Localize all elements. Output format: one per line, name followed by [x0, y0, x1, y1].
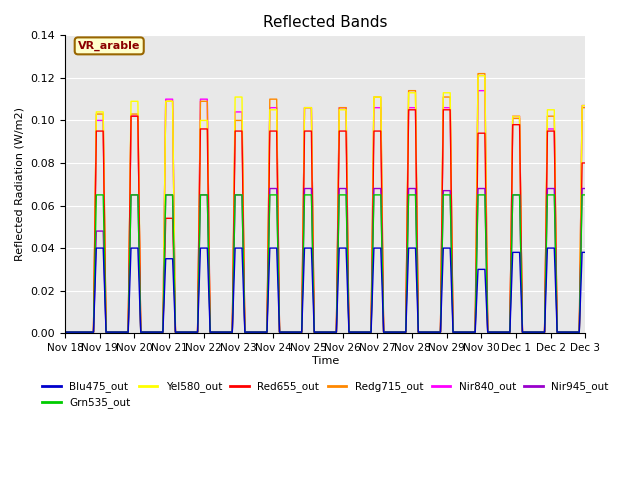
- Legend: Blu475_out, Grn535_out, Yel580_out, Red655_out, Redg715_out, Nir840_out, Nir945_: Blu475_out, Grn535_out, Yel580_out, Red6…: [38, 377, 612, 412]
- Y-axis label: Reflected Radiation (W/m2): Reflected Radiation (W/m2): [15, 107, 25, 261]
- Text: VR_arable: VR_arable: [78, 41, 140, 51]
- Title: Reflected Bands: Reflected Bands: [263, 15, 387, 30]
- X-axis label: Time: Time: [312, 356, 339, 366]
